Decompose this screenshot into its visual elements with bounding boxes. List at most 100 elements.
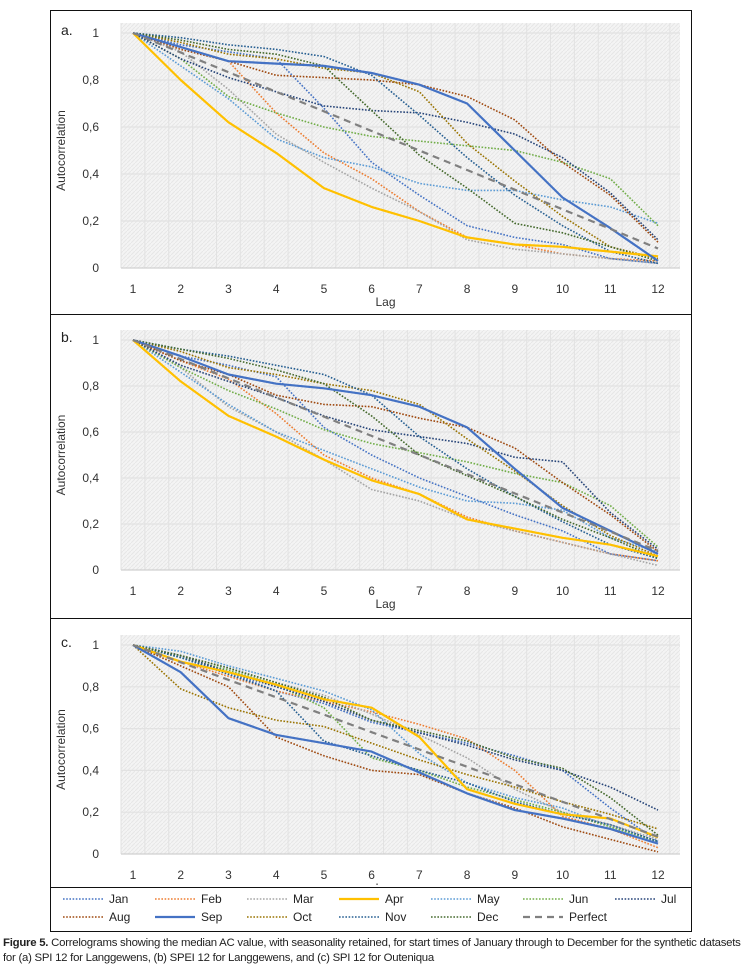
legend-item-feb: Feb	[155, 892, 222, 906]
legend-swatch-icon	[615, 898, 655, 900]
x-tick-label: 3	[225, 868, 232, 882]
x-tick-label: 6	[368, 584, 375, 598]
y-tick-label: 0,2	[82, 214, 99, 228]
x-tick-label: 4	[273, 584, 280, 598]
legend-item-may: May	[431, 892, 500, 906]
legend-item-oct: Oct	[247, 910, 312, 924]
legend-item-nov: Nov	[339, 910, 406, 924]
series-line-aug	[132, 644, 659, 853]
x-tick-label: 7	[416, 282, 423, 296]
x-axis-label: Lag	[375, 881, 395, 885]
legend-label: Jul	[661, 892, 677, 906]
series-line-dec	[132, 644, 659, 836]
x-tick-label: 11	[604, 868, 617, 882]
legend-item-perfect: Perfect	[523, 910, 607, 924]
panel-b: 0 0,2 0,4 0,6 0,8 1 1 2 3 4 5 6 7 8 9 10 11 12 Lag Autocorr…	[51, 315, 691, 619]
panel-label: c.	[61, 634, 72, 650]
series-line-mar	[132, 32, 659, 265]
y-tick-label: 1	[92, 638, 99, 652]
panel-label: b.	[61, 329, 73, 345]
series-line-may	[132, 644, 659, 843]
panel-a: 0 0,2 0,4 0,6 0,8 1 1 2 3 4 5 6 7 8 9 10 11 12 Lag Autocorr…	[51, 11, 691, 315]
x-tick-label: 9	[511, 282, 518, 296]
caption-label: Figure 5.	[3, 937, 49, 949]
series-line-oct	[132, 339, 659, 557]
y-tick-label: 0,8	[82, 73, 99, 87]
legend-swatch-icon	[155, 898, 195, 900]
y-tick-label: 0	[92, 847, 99, 861]
series-line-mar	[132, 339, 659, 567]
x-tick-label: 10	[556, 868, 570, 882]
legend-item-apr: Apr	[339, 892, 404, 906]
y-tick-label: 0,6	[82, 722, 99, 736]
x-tick-label: 11	[604, 584, 617, 598]
caption-text: Correlograms showing the median AC value…	[3, 937, 741, 964]
series-line-oct	[132, 644, 659, 830]
y-tick-label: 0,2	[82, 805, 99, 819]
y-tick-label: 1	[92, 26, 99, 40]
y-tick-label: 0,2	[82, 517, 99, 531]
series-line-dec	[132, 32, 659, 262]
legend-swatch-icon	[247, 916, 287, 918]
legend-swatch-icon	[247, 898, 287, 900]
y-tick-label: 1	[92, 333, 99, 347]
series-line-jul	[132, 339, 659, 550]
legend-label: May	[477, 892, 500, 906]
legend-swatch-icon	[339, 897, 379, 901]
legend-label: Oct	[293, 910, 312, 924]
y-tick-label: 0,4	[82, 763, 99, 777]
series-line-jun	[132, 339, 659, 548]
chart-svg: 00,20,40,60,81123456789101112LagAutocorr…	[54, 634, 680, 885]
legend: Jan Feb Mar Apr May Jun Jul Aug Sep Oct Nov Dec Perf…	[51, 887, 691, 933]
x-tick-label: 1	[130, 584, 137, 598]
x-tick-label: 5	[321, 282, 328, 296]
y-tick-label: 0,8	[82, 379, 99, 393]
y-tick-label: 0	[92, 563, 99, 577]
plot-area	[121, 23, 680, 268]
legend-label: Jun	[569, 892, 589, 906]
legend-item-aug: Aug	[63, 910, 130, 924]
x-tick-label: 9	[511, 868, 518, 882]
series-line-perfect	[132, 643, 659, 838]
y-axis-label: Autocorrelation	[54, 415, 68, 496]
y-tick-label: 0,4	[82, 167, 99, 181]
x-tick-label: 2	[177, 868, 184, 882]
series-line-perfect	[132, 31, 659, 250]
y-axis-label: Autocorrelation	[54, 110, 68, 191]
legend-label: Mar	[293, 892, 314, 906]
series-line-apr	[132, 32, 659, 258]
series-line-aug	[132, 32, 659, 243]
legend-item-jul: Jul	[615, 892, 676, 906]
series-line-jun	[132, 32, 659, 227]
series-line-perfect	[132, 338, 659, 552]
legend-item-sep: Sep	[155, 910, 222, 924]
x-tick-label: 7	[416, 868, 423, 882]
legend-label: Perfect	[569, 910, 608, 924]
legend-item-jan: Jan	[63, 892, 128, 906]
x-tick-label: 3	[225, 584, 232, 598]
legend-swatch-icon	[523, 898, 563, 900]
x-tick-label: 8	[464, 868, 471, 882]
series-line-may	[132, 339, 659, 553]
series-line-nov	[132, 339, 659, 560]
x-tick-label: 12	[651, 868, 665, 882]
x-tick-label: 2	[177, 282, 184, 296]
x-tick-label: 8	[464, 584, 471, 598]
figure-frame: 0 0,2 0,4 0,6 0,8 1 1 2 3 4 5 6 7 8 9 10 11 12 Lag Autocorr…	[50, 10, 692, 932]
legend-swatch-icon	[431, 916, 471, 918]
series-line-dec	[132, 339, 659, 560]
legend-label: Jan	[109, 892, 129, 906]
x-tick-label: 1	[130, 868, 137, 882]
legend-swatch-icon	[63, 916, 103, 918]
legend-label: Dec	[477, 910, 499, 924]
series-line-jul	[132, 32, 659, 241]
x-tick-label: 10	[556, 282, 570, 296]
legend-label: Nov	[385, 910, 407, 924]
series-line-sep	[132, 338, 659, 555]
x-tick-label: 5	[321, 584, 328, 598]
x-tick-label: 2	[177, 584, 184, 598]
x-tick-label: 12	[651, 584, 665, 598]
y-tick-label: 0,4	[82, 471, 99, 485]
